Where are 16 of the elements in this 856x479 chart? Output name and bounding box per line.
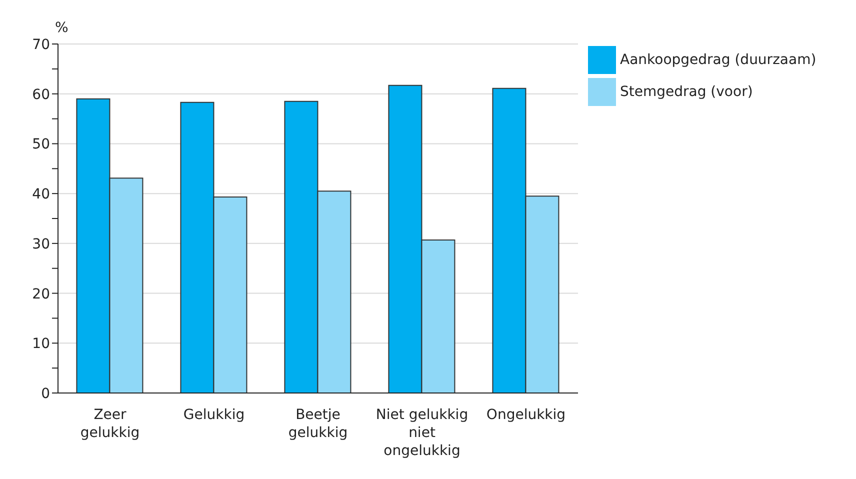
- x-tick-label: Beetje gelukkig: [288, 407, 348, 441]
- x-tick-label: Gelukkig: [183, 407, 245, 423]
- legend-label: Stemgedrag (voor): [620, 84, 753, 100]
- y-tick-label: 50: [32, 136, 50, 153]
- y-tick-label: 30: [32, 236, 50, 252]
- y-tick-label: 10: [32, 336, 50, 352]
- y-tick-label: 20: [32, 286, 50, 302]
- x-tick-label: Ongelukkig: [486, 407, 566, 423]
- legend-label: Aankoopgedrag (duurzaam): [620, 52, 816, 68]
- y-tick-label: 70: [32, 36, 50, 53]
- y-tick-label: 0: [41, 386, 50, 402]
- y-axis-title: %: [55, 20, 68, 36]
- x-tick-label: Zeer gelukkig: [80, 407, 140, 441]
- y-tick-label: 40: [32, 186, 50, 203]
- x-tick-label: Niet gelukkig niet ongelukkig: [376, 407, 468, 459]
- y-tick-label: 60: [32, 86, 50, 103]
